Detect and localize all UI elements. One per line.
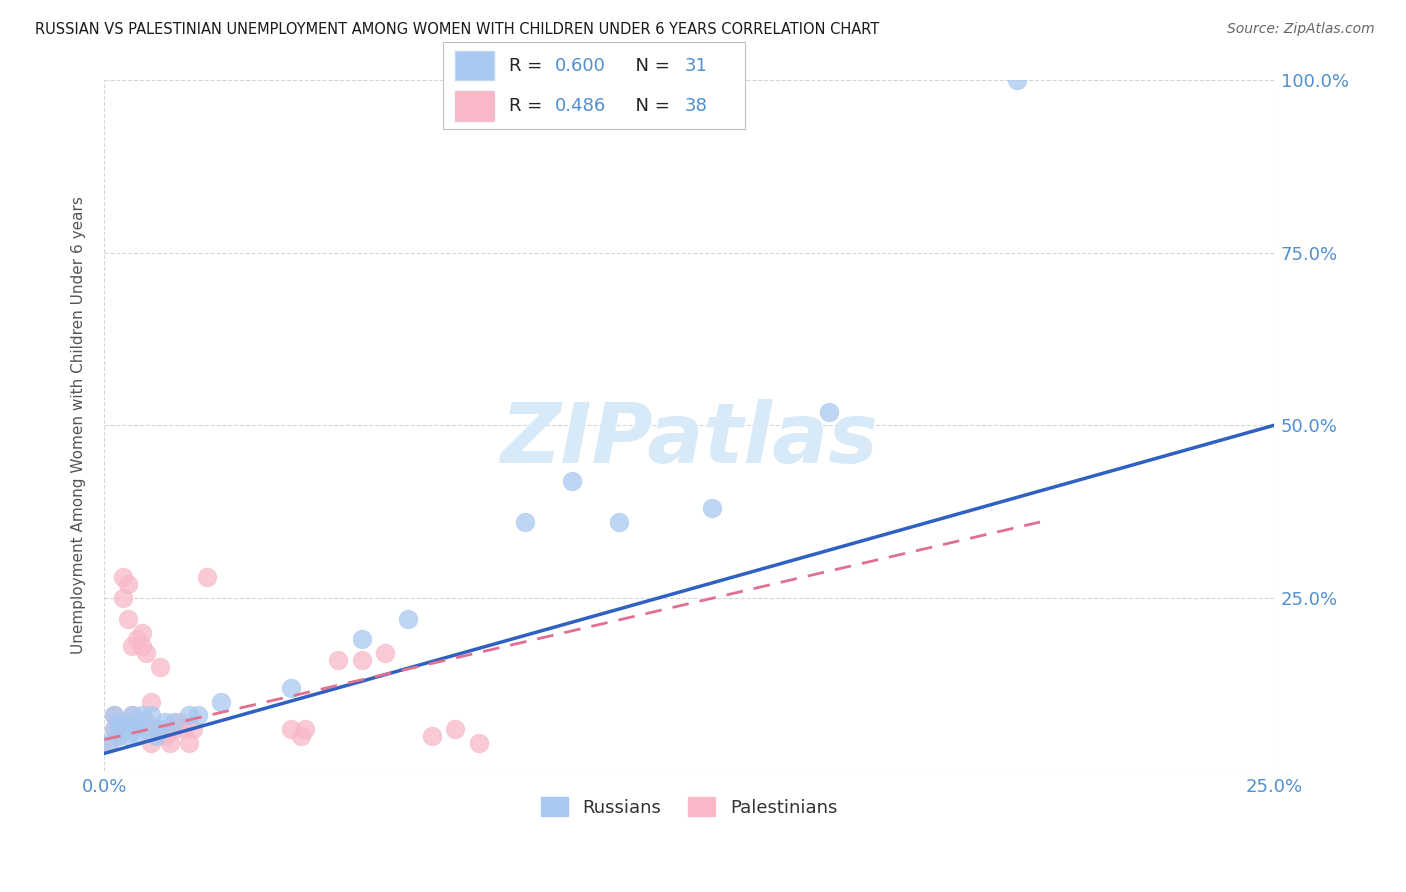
Text: Source: ZipAtlas.com: Source: ZipAtlas.com bbox=[1227, 22, 1375, 37]
Point bbox=[121, 640, 143, 654]
Point bbox=[607, 515, 630, 529]
Point bbox=[125, 715, 148, 730]
Point bbox=[121, 708, 143, 723]
Point bbox=[135, 646, 157, 660]
Point bbox=[131, 708, 153, 723]
Text: N =: N = bbox=[624, 56, 676, 75]
Point bbox=[145, 729, 167, 743]
Point bbox=[149, 723, 172, 737]
Point bbox=[98, 736, 121, 750]
Point bbox=[125, 729, 148, 743]
Point bbox=[111, 591, 134, 605]
Point bbox=[135, 723, 157, 737]
Text: 0.600: 0.600 bbox=[555, 56, 606, 75]
Point bbox=[396, 612, 419, 626]
Point bbox=[117, 577, 139, 591]
Point bbox=[131, 625, 153, 640]
Point bbox=[467, 736, 489, 750]
Legend: Russians, Palestinians: Russians, Palestinians bbox=[534, 790, 845, 824]
Point bbox=[290, 729, 312, 743]
Point bbox=[187, 708, 209, 723]
Point bbox=[117, 729, 139, 743]
Point bbox=[561, 474, 583, 488]
Point bbox=[107, 729, 129, 743]
Point bbox=[163, 715, 186, 730]
Point bbox=[1005, 73, 1028, 87]
Point bbox=[135, 715, 157, 730]
Point bbox=[294, 723, 316, 737]
Point bbox=[139, 736, 162, 750]
Point bbox=[131, 640, 153, 654]
Point bbox=[350, 632, 373, 647]
Point bbox=[159, 736, 181, 750]
Point bbox=[107, 715, 129, 730]
Point bbox=[145, 723, 167, 737]
Point bbox=[111, 570, 134, 584]
Point bbox=[153, 729, 176, 743]
Point bbox=[103, 723, 125, 737]
Point bbox=[117, 612, 139, 626]
Point bbox=[818, 404, 841, 418]
Point bbox=[111, 723, 134, 737]
Bar bbox=[456, 51, 495, 80]
Point bbox=[181, 723, 204, 737]
Point bbox=[117, 715, 139, 730]
Point bbox=[121, 723, 143, 737]
Point bbox=[139, 695, 162, 709]
Point bbox=[98, 736, 121, 750]
Point bbox=[280, 723, 302, 737]
Point bbox=[103, 708, 125, 723]
Point bbox=[163, 723, 186, 737]
Point bbox=[107, 715, 129, 730]
Point bbox=[515, 515, 537, 529]
Point bbox=[125, 632, 148, 647]
Point bbox=[167, 715, 190, 730]
Point bbox=[177, 736, 200, 750]
Point bbox=[153, 715, 176, 730]
Point bbox=[177, 708, 200, 723]
Point bbox=[209, 695, 232, 709]
Point bbox=[173, 723, 195, 737]
Point bbox=[444, 723, 467, 737]
Text: 38: 38 bbox=[685, 96, 707, 115]
Text: R =: R = bbox=[509, 56, 548, 75]
Text: N =: N = bbox=[624, 96, 676, 115]
Point bbox=[328, 653, 350, 667]
Point bbox=[702, 501, 724, 516]
Point bbox=[280, 681, 302, 695]
Point bbox=[107, 729, 129, 743]
Bar bbox=[456, 91, 495, 120]
Point bbox=[125, 715, 148, 730]
Point bbox=[374, 646, 396, 660]
Point bbox=[103, 708, 125, 723]
Point bbox=[420, 729, 443, 743]
Point bbox=[139, 708, 162, 723]
Text: 31: 31 bbox=[685, 56, 707, 75]
Text: RUSSIAN VS PALESTINIAN UNEMPLOYMENT AMONG WOMEN WITH CHILDREN UNDER 6 YEARS CORR: RUSSIAN VS PALESTINIAN UNEMPLOYMENT AMON… bbox=[35, 22, 879, 37]
Point bbox=[103, 723, 125, 737]
Text: 0.486: 0.486 bbox=[555, 96, 606, 115]
Text: ZIPatlas: ZIPatlas bbox=[501, 399, 877, 480]
Point bbox=[149, 660, 172, 674]
Y-axis label: Unemployment Among Women with Children Under 6 years: Unemployment Among Women with Children U… bbox=[72, 196, 86, 654]
Point bbox=[350, 653, 373, 667]
Point bbox=[195, 570, 218, 584]
Text: R =: R = bbox=[509, 96, 548, 115]
Point bbox=[121, 708, 143, 723]
